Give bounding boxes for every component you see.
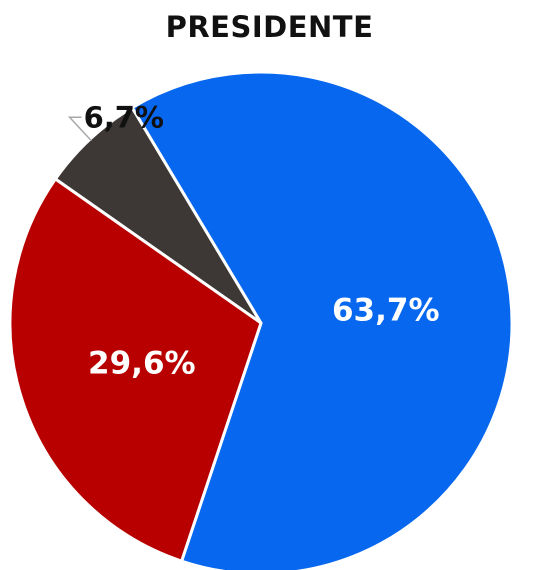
leader-line-6-7 [67,116,92,142]
slice-label-63-7: 63,7% [332,292,440,328]
slice-label-6-7: 6,7% [84,100,164,134]
pie-slices [8,70,514,570]
pie-slice-29-6 [8,177,263,563]
slice-labels: 6,7% 63,7% 29,6% [84,100,440,381]
slice-label-29-6: 29,6% [88,345,196,381]
pie-slice-63-7 [130,70,514,570]
chart-title: PRESIDENTE [165,10,374,44]
leader-lines [67,116,92,142]
